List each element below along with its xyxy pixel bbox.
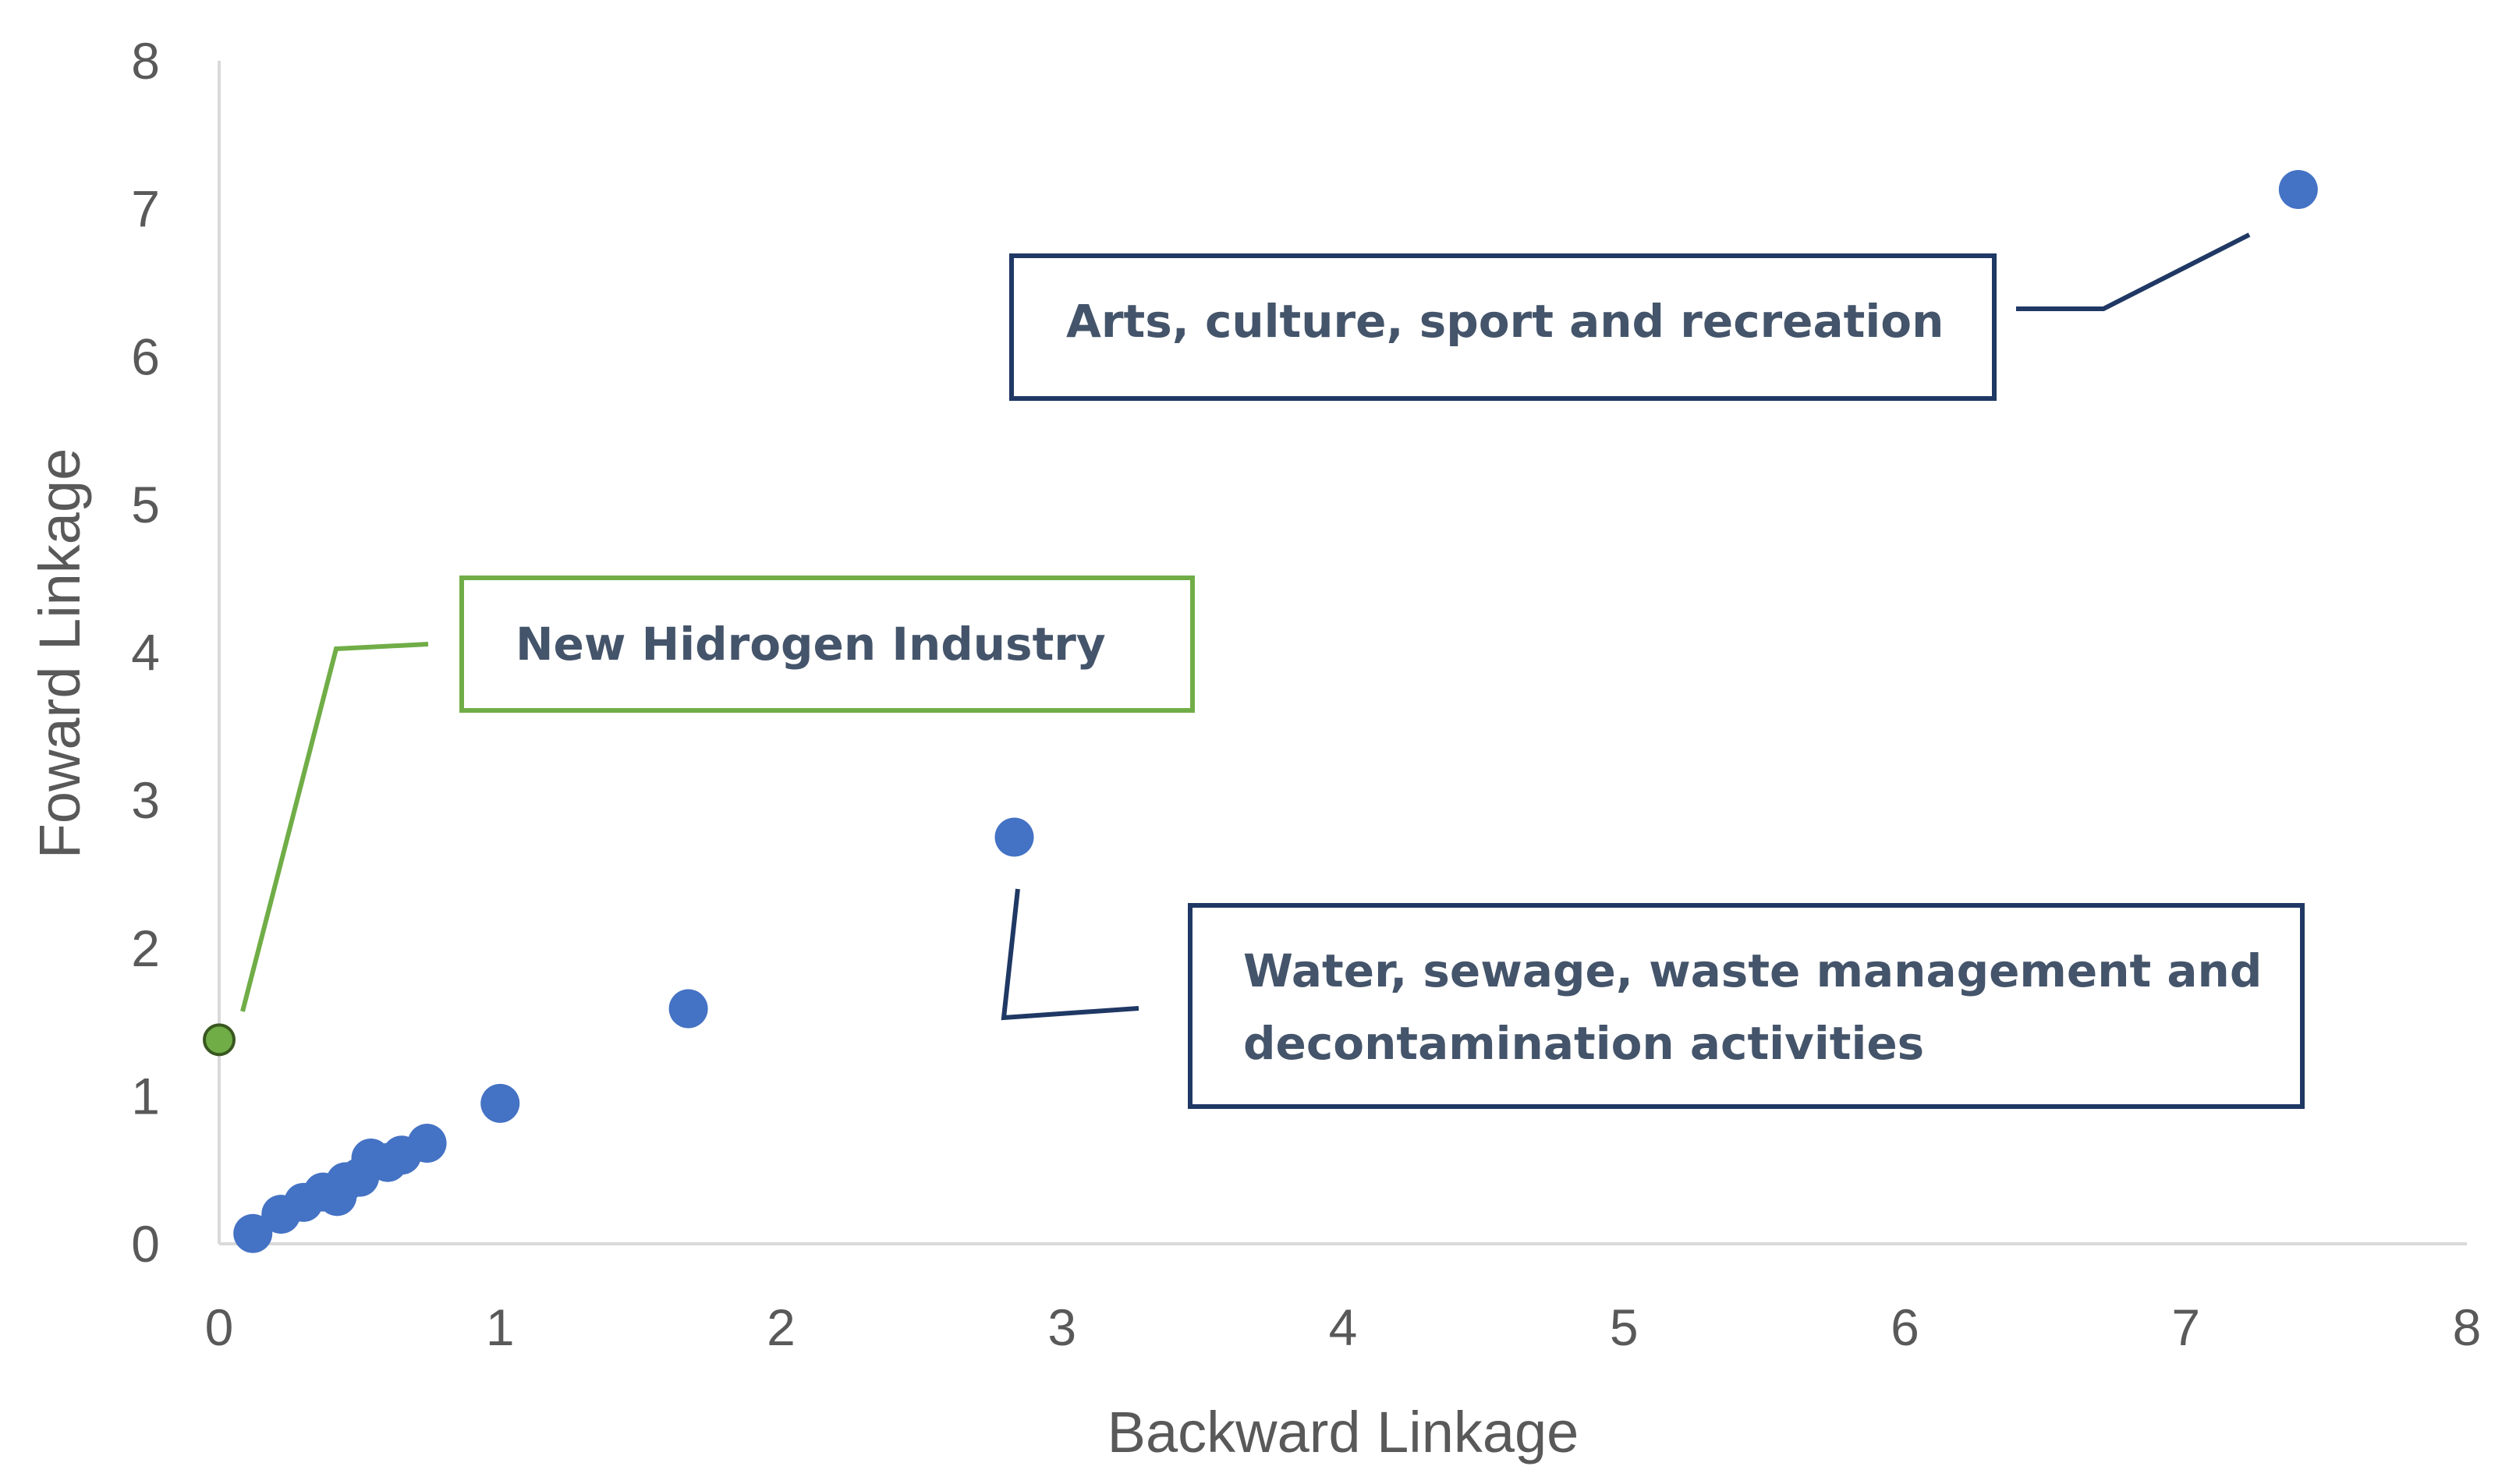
annotation-arts: Arts, culture, sport and recreation bbox=[1009, 232, 2251, 401]
x-tick-label: 8 bbox=[2453, 1298, 2482, 1356]
annotation-water-text-line-1: Water, sewage, waste management and bbox=[1243, 944, 2262, 997]
annotation-arts-leader bbox=[2016, 232, 2251, 311]
annotation-water: Water, sewage, waste management and deco… bbox=[1001, 888, 2305, 1109]
data-point bbox=[203, 1023, 236, 1057]
data-points bbox=[203, 169, 2318, 1253]
annotation-hydrogen-box bbox=[459, 576, 1195, 713]
y-axis-title: Foward Linkage bbox=[27, 448, 92, 859]
annotation-water-text-line-2: decontamination activities bbox=[1243, 1017, 1924, 1070]
annotation-hydrogen: New Hidrogen Industry bbox=[240, 576, 1195, 1012]
x-tick-label: 5 bbox=[1610, 1298, 1639, 1356]
annotation-hydrogen-leader bbox=[240, 642, 429, 1012]
x-tick-labels: 0 1 2 3 4 5 6 7 8 bbox=[205, 1298, 2482, 1356]
data-point bbox=[668, 989, 708, 1029]
y-tick-label: 8 bbox=[131, 32, 160, 90]
x-tick-label: 0 bbox=[205, 1298, 234, 1356]
data-point bbox=[2278, 169, 2318, 209]
y-tick-label: 4 bbox=[131, 624, 160, 682]
x-tick-label: 1 bbox=[486, 1298, 515, 1356]
x-tick-label: 3 bbox=[1047, 1298, 1076, 1356]
x-tick-label: 6 bbox=[1891, 1298, 1919, 1356]
y-tick-labels: 0 1 2 3 4 5 6 7 8 bbox=[131, 32, 160, 1273]
data-point bbox=[407, 1124, 447, 1163]
annotation-arts-box bbox=[1009, 253, 1997, 401]
data-point bbox=[994, 817, 1034, 857]
x-tick-label: 4 bbox=[1329, 1298, 1358, 1356]
annotation-hydrogen-text: New Hidrogen Industry bbox=[516, 618, 1106, 671]
annotation-arts-text: Arts, culture, sport and recreation bbox=[1066, 295, 1944, 348]
x-axis-title: Backward Linkage bbox=[1107, 1400, 1579, 1465]
y-tick-label: 7 bbox=[131, 180, 160, 238]
y-tick-label: 5 bbox=[131, 476, 160, 533]
x-tick-label: 7 bbox=[2171, 1298, 2200, 1356]
y-tick-label: 3 bbox=[131, 771, 160, 829]
data-point bbox=[233, 1213, 273, 1253]
y-tick-label: 0 bbox=[131, 1215, 160, 1273]
y-tick-label: 1 bbox=[131, 1067, 160, 1125]
annotation-water-box bbox=[1188, 903, 2305, 1109]
y-tick-label: 6 bbox=[131, 328, 160, 385]
annotation-water-leader bbox=[1001, 888, 1139, 1021]
data-point bbox=[480, 1083, 520, 1123]
y-tick-label: 2 bbox=[131, 919, 160, 977]
x-tick-label: 2 bbox=[767, 1298, 796, 1356]
